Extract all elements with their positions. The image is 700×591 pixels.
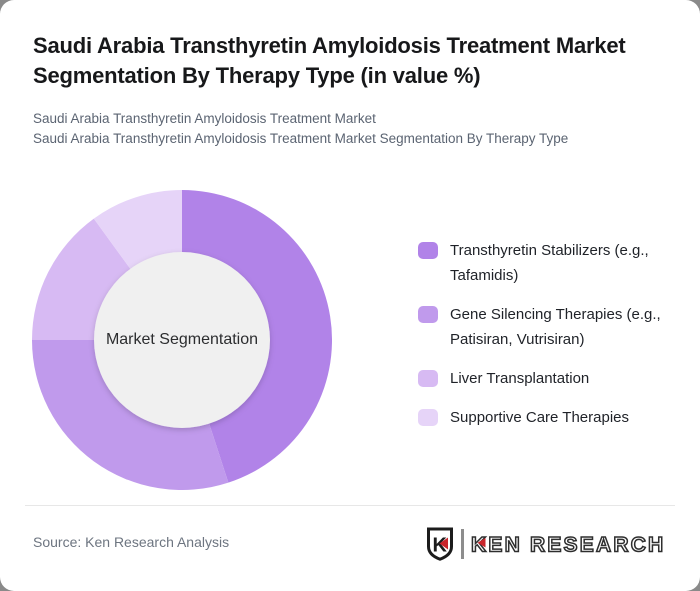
logo-wordmark: KEN RESEARCH [471, 533, 665, 558]
legend-swatch-icon [418, 306, 438, 323]
legend-label: Gene Silencing Therapies (e.g., Patisira… [450, 306, 661, 348]
red-triangle-icon [477, 538, 486, 548]
subtitle-line-1: Saudi Arabia Transthyretin Amyloidosis T… [33, 111, 376, 126]
legend-label: Liver Transplantation [450, 370, 590, 387]
legend-item: Liver Transplantation [418, 366, 684, 391]
ken-research-shield-icon: K [427, 527, 453, 561]
legend-item: Supportive Care Therapies [418, 405, 684, 430]
chart-title: Saudi Arabia Transthyretin Amyloidosis T… [33, 33, 626, 88]
donut-inner-circle [94, 252, 270, 428]
svg-text:K: K [433, 535, 448, 557]
logo-divider-bar [461, 529, 464, 559]
donut-chart: Market Segmentation [32, 190, 332, 490]
legend-label: Supportive Care Therapies [450, 409, 629, 426]
source-note: Source: Ken Research Analysis [33, 534, 230, 550]
chart-legend: Transthyretin Stabilizers (e.g., Tafamid… [418, 238, 684, 430]
ken-research-logo: K KEN RESEARCH [426, 527, 673, 561]
legend-swatch-icon [418, 370, 438, 387]
legend-item: Gene Silencing Therapies (e.g., Patisira… [418, 302, 684, 352]
donut-chart-svg [32, 190, 332, 490]
svg-text:KEN RESEARCH: KEN RESEARCH [471, 534, 665, 557]
legend-label: Transthyretin Stabilizers (e.g., Tafamid… [450, 242, 649, 284]
chart-subtitle: Saudi Arabia Transthyretin Amyloidosis T… [33, 109, 568, 149]
legend-item: Transthyretin Stabilizers (e.g., Tafamid… [418, 238, 684, 288]
legend-swatch-icon [418, 409, 438, 426]
subtitle-line-2: Saudi Arabia Transthyretin Amyloidosis T… [33, 131, 569, 146]
legend-swatch-icon [418, 242, 438, 259]
red-triangle-icon [439, 537, 448, 550]
footer-divider [25, 505, 675, 506]
